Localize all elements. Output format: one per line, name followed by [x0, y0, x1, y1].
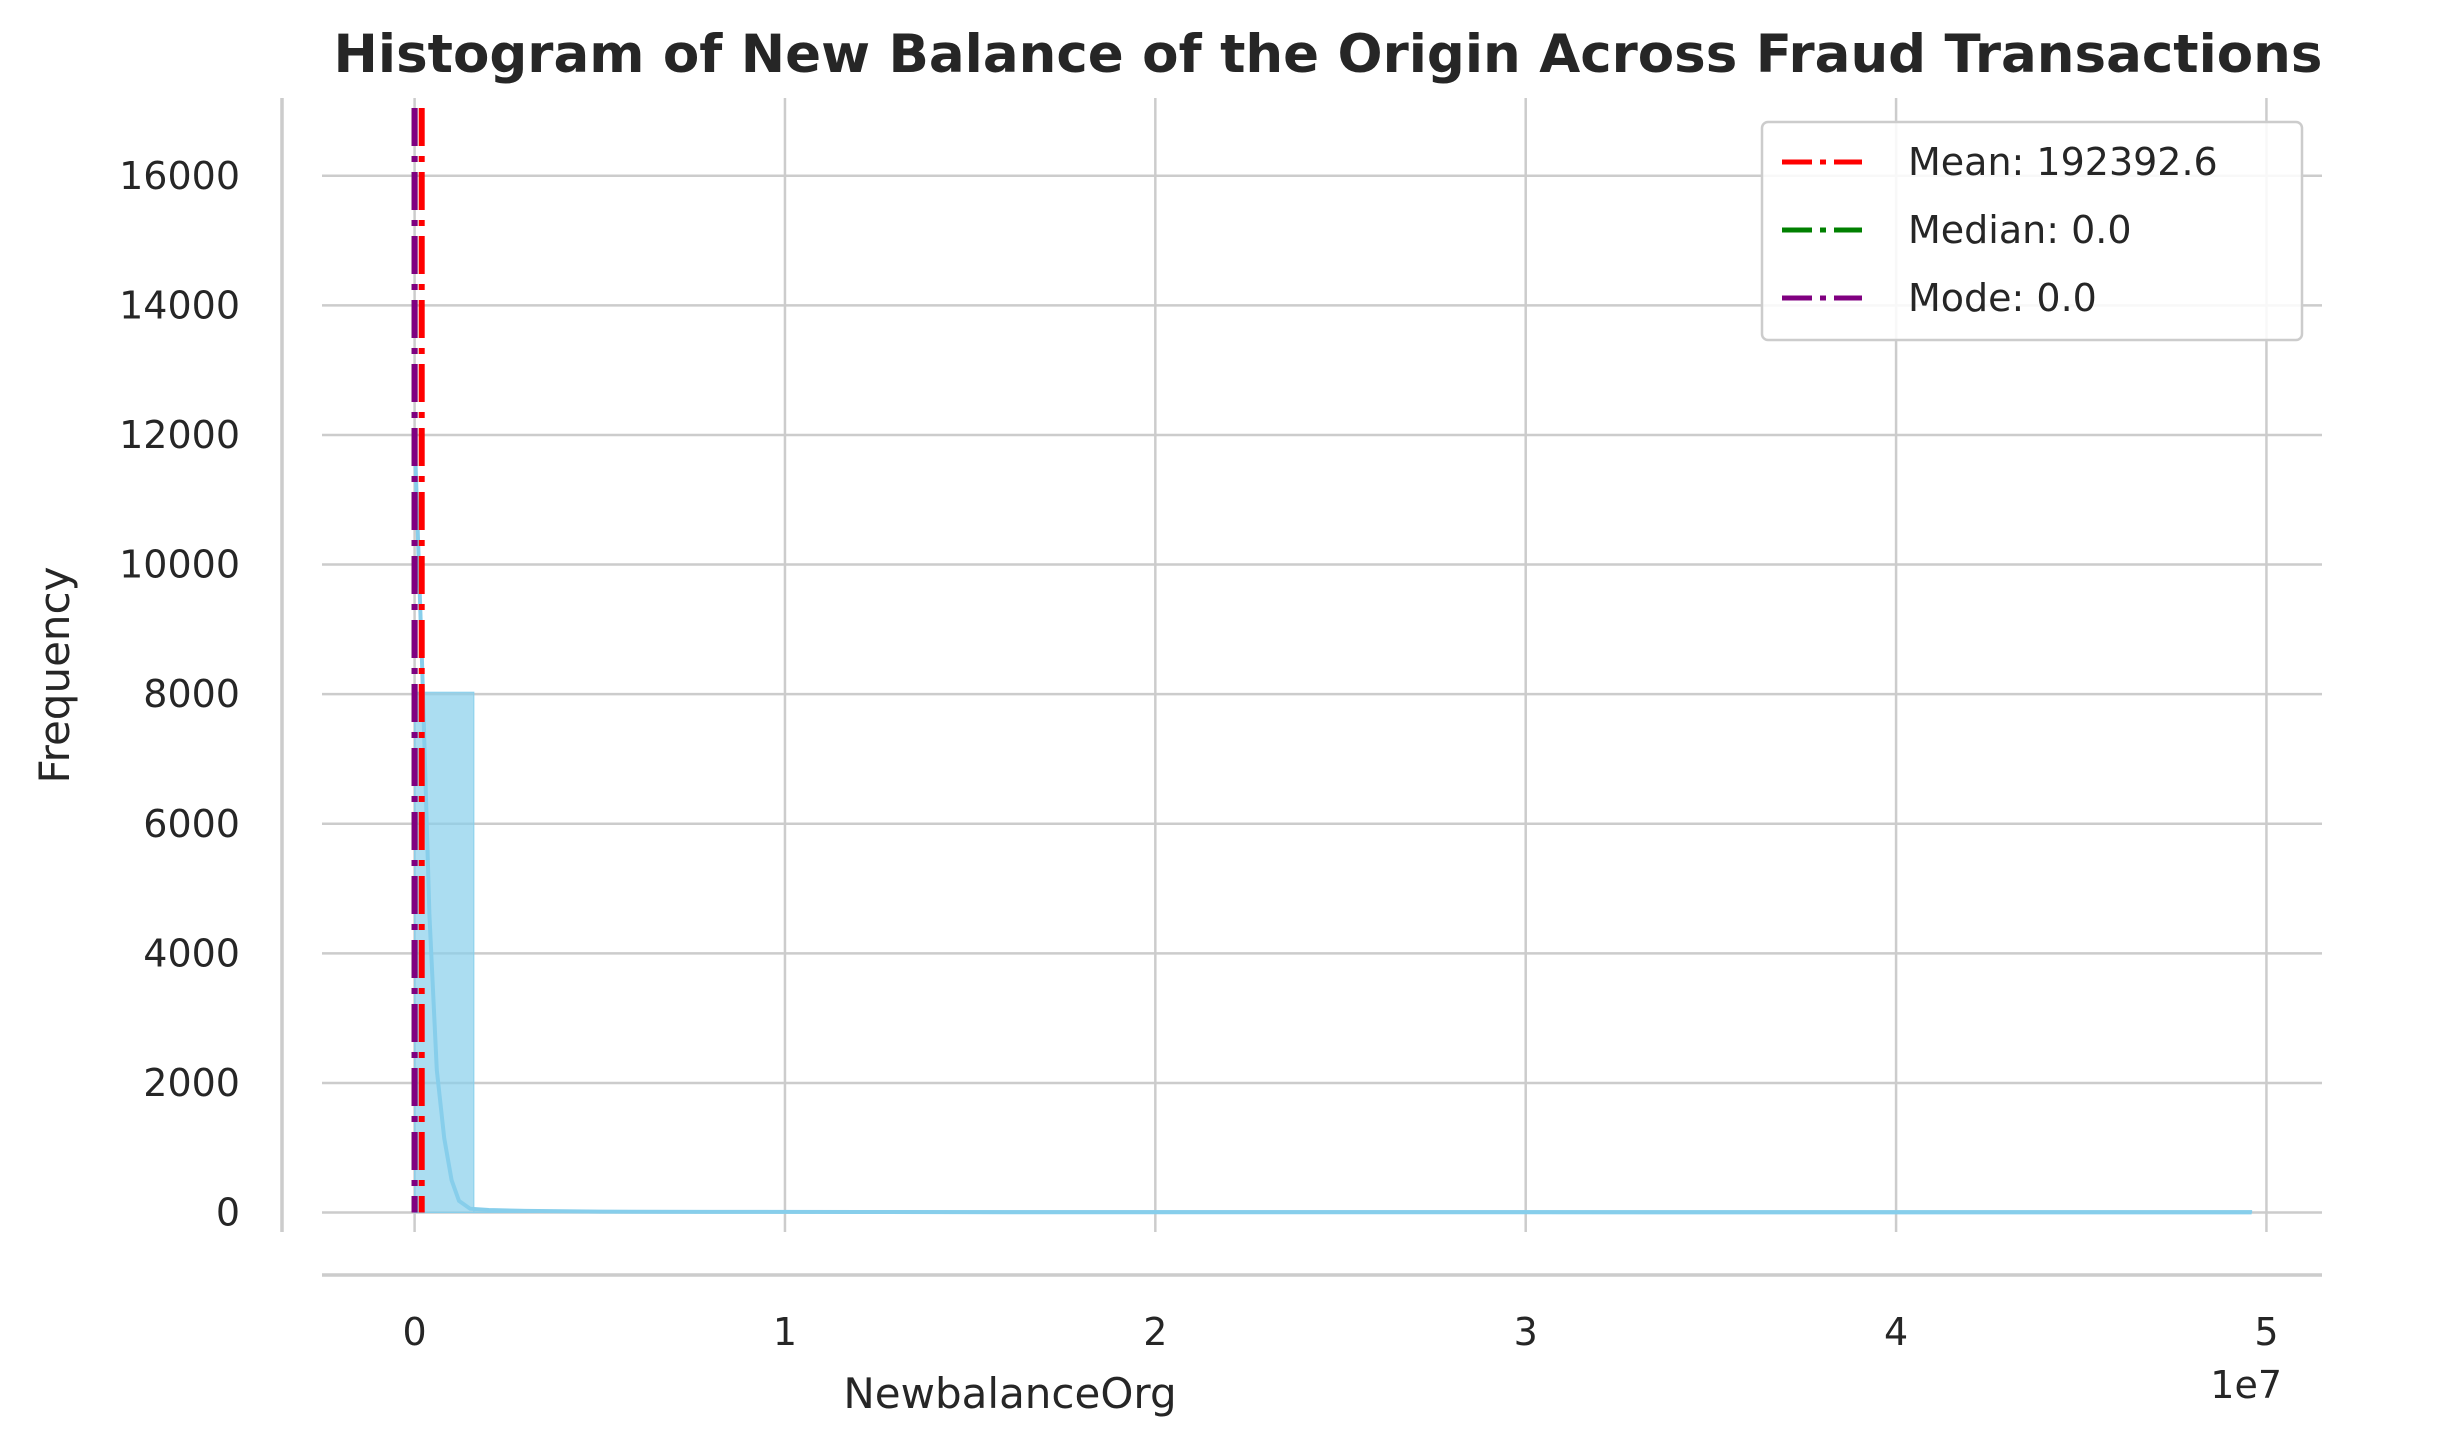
stat-lines	[411, 108, 425, 1213]
x-offset-label: 1e7	[2210, 1363, 2282, 1407]
legend-label: Median: 0.0	[1908, 208, 2132, 252]
x-tick-label: 3	[1514, 1310, 1538, 1354]
axis-spines	[280, 98, 2322, 1277]
kde-line	[412, 434, 2252, 1215]
kde-curve	[412, 434, 2252, 1215]
y-tick-label: 4000	[143, 931, 240, 975]
y-tick-label: 8000	[143, 672, 240, 716]
legend-label: Mode: 0.0	[1908, 276, 2097, 320]
y-tick-label: 16000	[119, 154, 240, 198]
x-axis-ticks: 0 1 2 3 4 5	[402, 1310, 2278, 1354]
y-tick-label: 0	[216, 1191, 240, 1235]
x-axis-label: NewbalanceOrg	[843, 1369, 1176, 1418]
y-tick-label: 2000	[143, 1061, 240, 1105]
legend-frame	[1760, 120, 2304, 342]
y-axis-ticks: 0 2000 4000 6000 8000 10000 12000 14000 16000	[119, 154, 240, 1235]
legend: Mean: 192392.6 Median: 0.0 Mode: 0.0	[1760, 120, 2304, 342]
y-tick-label: 6000	[143, 802, 240, 846]
x-tick-label: 4	[1884, 1310, 1908, 1354]
grid	[322, 98, 2322, 1232]
x-tick-label: 5	[2254, 1310, 2278, 1354]
legend-label: Mean: 192392.6	[1908, 140, 2218, 184]
y-tick-label: 14000	[119, 283, 240, 327]
y-axis-label: Frequency	[30, 567, 79, 784]
x-tick-label: 2	[1143, 1310, 1167, 1354]
chart-title: Histogram of New Balance of the Origin A…	[334, 24, 2323, 85]
x-tick-label: 1	[773, 1310, 797, 1354]
x-tick-label: 0	[402, 1310, 426, 1354]
y-tick-label: 10000	[119, 543, 240, 587]
y-tick-label: 12000	[119, 413, 240, 457]
